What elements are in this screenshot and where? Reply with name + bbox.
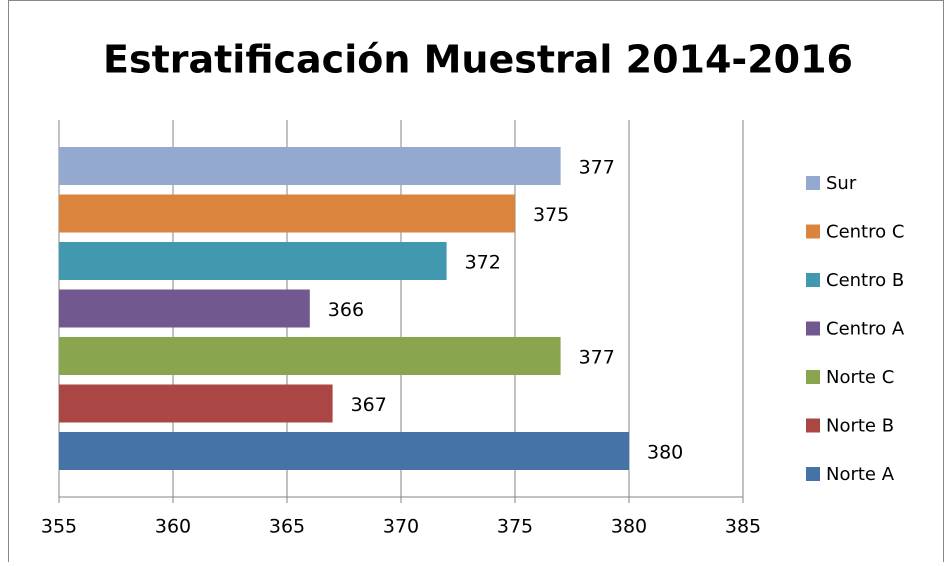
bar (59, 194, 515, 233)
data-label: 366 (328, 299, 364, 321)
x-tick-label: 355 (41, 516, 77, 538)
data-label: 377 (579, 347, 615, 369)
bar (59, 147, 561, 185)
data-label: 375 (533, 204, 569, 226)
legend-label: Sur (826, 173, 857, 194)
legend-swatch (806, 467, 820, 481)
bar (59, 242, 447, 280)
chart-title: Estratificación Muestral 2014-2016 (103, 38, 853, 82)
x-tick-label: 375 (497, 516, 533, 538)
legend-label: Centro B (826, 270, 904, 291)
legend-label: Norte B (826, 416, 894, 437)
legend-swatch (806, 418, 820, 433)
data-label: 377 (579, 157, 615, 179)
legend-label: Norte A (826, 464, 895, 485)
data-label: 367 (351, 394, 387, 416)
bar (59, 289, 310, 328)
legend-swatch (806, 370, 820, 384)
data-label: 372 (465, 252, 501, 274)
chart-frame (8, 0, 944, 566)
x-tick-label: 360 (155, 516, 191, 538)
legend-swatch (806, 224, 820, 239)
bar (59, 384, 333, 423)
legend-swatch (806, 321, 820, 336)
x-tick-label: 385 (725, 516, 761, 538)
bar (59, 432, 629, 470)
legend-label: Centro A (826, 319, 905, 340)
legend-label: Norte C (826, 367, 894, 388)
x-tick-label: 370 (383, 516, 419, 538)
x-tick-label: 365 (269, 516, 305, 538)
x-tick-label: 380 (611, 516, 647, 538)
legend-swatch (806, 176, 820, 190)
legend-swatch (806, 273, 820, 287)
bar (59, 337, 561, 375)
data-label: 380 (647, 442, 683, 464)
legend-label: Centro C (826, 222, 904, 243)
